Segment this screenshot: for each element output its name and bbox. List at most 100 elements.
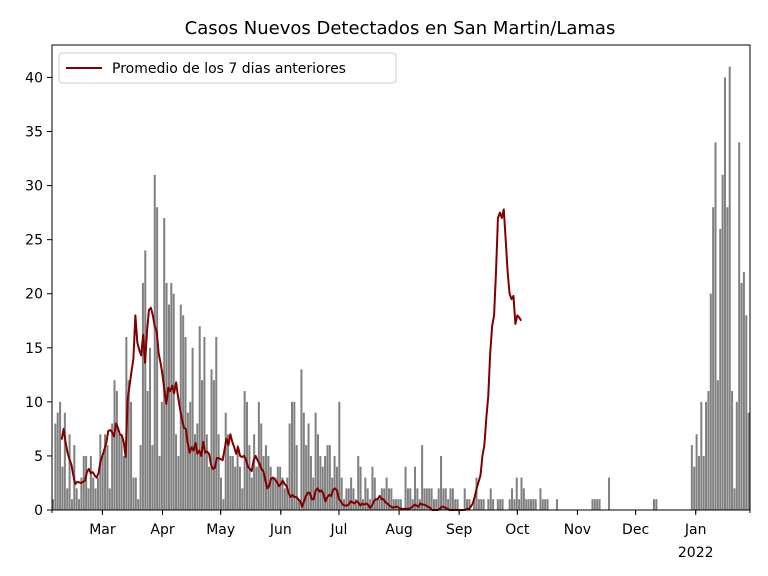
bar	[295, 445, 298, 510]
x-tick-label: May	[206, 522, 235, 538]
bar	[229, 455, 232, 510]
bar	[442, 488, 445, 510]
bar	[281, 477, 284, 510]
bar	[210, 369, 213, 510]
bar	[357, 455, 360, 510]
x-tick-label: Sep	[446, 522, 473, 538]
bar	[141, 282, 144, 510]
bars-group	[52, 66, 750, 510]
bar	[70, 499, 73, 510]
bar	[317, 434, 320, 510]
bar	[522, 488, 525, 510]
y-tick-label: 30	[25, 179, 43, 195]
bar	[728, 66, 731, 510]
y-tick-label: 35	[25, 125, 43, 141]
bar	[714, 142, 717, 510]
bar	[288, 423, 291, 510]
bar	[132, 477, 135, 510]
bar	[68, 434, 71, 510]
bar	[87, 488, 90, 510]
bar	[212, 380, 215, 510]
bar	[293, 401, 296, 510]
bar	[435, 499, 438, 510]
bar	[127, 380, 130, 510]
bar	[608, 477, 611, 510]
bar	[156, 207, 159, 510]
bar	[120, 434, 123, 510]
bar	[655, 499, 658, 510]
bar	[208, 466, 211, 510]
bar	[385, 477, 388, 510]
bar	[721, 174, 724, 510]
bar	[395, 499, 398, 510]
bar	[153, 174, 156, 510]
bar	[94, 488, 97, 510]
bar	[593, 499, 596, 510]
bar	[234, 466, 237, 510]
bar	[387, 488, 390, 510]
bar	[437, 488, 440, 510]
y-tick-label: 10	[25, 395, 43, 411]
bar	[326, 445, 329, 510]
bar	[307, 423, 310, 510]
bar	[369, 499, 372, 510]
bar	[499, 499, 502, 510]
bar	[707, 391, 710, 510]
bar	[324, 455, 327, 510]
bar	[421, 445, 424, 510]
bar	[85, 455, 88, 510]
bar	[726, 207, 729, 510]
bar	[456, 499, 459, 510]
bar	[78, 499, 81, 510]
bar	[364, 477, 367, 510]
series-line	[60, 208, 523, 511]
bar	[423, 488, 426, 510]
bar	[652, 499, 655, 510]
bar	[66, 488, 69, 510]
bar	[733, 488, 736, 510]
bar	[527, 499, 530, 510]
y-tick-label: 5	[34, 449, 43, 465]
bar	[96, 477, 99, 510]
bar	[139, 445, 142, 510]
bar	[144, 250, 147, 510]
bar	[321, 466, 324, 510]
bar	[146, 391, 149, 510]
x-tick-label: Apr	[150, 522, 174, 538]
bar	[525, 499, 528, 510]
bar	[149, 347, 152, 510]
x-tick-label: Oct	[505, 522, 530, 538]
bar	[333, 455, 336, 510]
bar	[712, 207, 715, 510]
bar	[267, 455, 270, 510]
bar	[591, 499, 594, 510]
bar	[596, 499, 599, 510]
bar	[693, 466, 696, 510]
bar	[305, 445, 308, 510]
bar	[219, 477, 222, 510]
bar	[738, 142, 741, 510]
line-group	[60, 208, 523, 511]
bar	[482, 499, 485, 510]
bar	[172, 293, 175, 510]
bar	[742, 272, 745, 510]
bar	[241, 488, 244, 510]
bar	[177, 455, 180, 510]
x-tick-label: Nov	[564, 522, 591, 538]
bar	[347, 488, 350, 510]
bar	[101, 455, 104, 510]
bar	[255, 466, 258, 510]
bar	[115, 391, 118, 510]
bar	[122, 455, 125, 510]
bar	[390, 488, 393, 510]
x-tick-label: Aug	[385, 522, 412, 538]
bar	[492, 499, 495, 510]
bar	[248, 445, 251, 510]
bar	[89, 455, 92, 510]
bar	[534, 499, 537, 510]
bar	[416, 488, 419, 510]
x-tick-sublabel: 2022	[678, 545, 714, 561]
bar	[222, 499, 225, 510]
bar	[397, 499, 400, 510]
y-tick-label: 15	[25, 341, 43, 357]
